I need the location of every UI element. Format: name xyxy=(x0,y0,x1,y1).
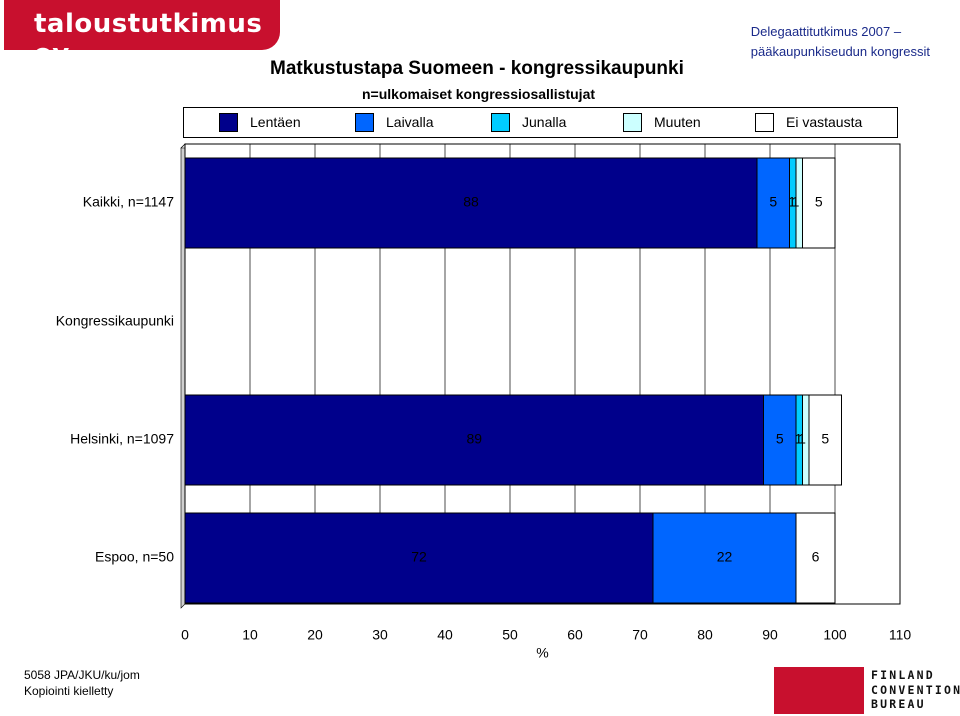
legend-swatch xyxy=(491,113,510,132)
chart-title: Matkustustapa Suomeen - kongressikaupunk… xyxy=(270,58,684,79)
study-info-line2: pääkaupunkiseudun kongressit xyxy=(750,44,930,59)
legend-swatch xyxy=(623,113,642,132)
data-label: 1 xyxy=(798,431,806,447)
x-tick-label: 20 xyxy=(307,627,323,643)
section-label: Kongressikaupunki xyxy=(56,313,174,329)
bar-segment xyxy=(652,512,797,604)
study-info-line1: Delegaattitutkimus 2007 – xyxy=(750,24,902,39)
data-label: 5 xyxy=(769,194,777,210)
fcb-line: FINLAND xyxy=(871,668,935,682)
x-tick-label: 10 xyxy=(242,627,258,643)
data-label: 6 xyxy=(812,549,820,565)
study-info: Delegaattitutkimus 2007 – pääkaupunkiseu… xyxy=(751,22,930,62)
data-label: 88 xyxy=(463,194,479,210)
data-label: 5 xyxy=(815,194,823,210)
legend-label: Junalla xyxy=(522,114,567,130)
x-tick-label: 110 xyxy=(889,627,912,643)
legend-swatch xyxy=(355,113,374,132)
data-label: 5 xyxy=(776,431,784,447)
data-label: 1 xyxy=(788,194,796,210)
report-code: 5058 JPA/JKU/ku/jom xyxy=(24,668,140,682)
x-tick-label: 40 xyxy=(437,627,453,643)
footer-info: 5058 JPA/JKU/ku/jom Kopiointi kielletty xyxy=(24,667,140,699)
x-tick-label: 60 xyxy=(567,627,583,643)
fcb-red-block xyxy=(774,667,864,714)
copyright-note: Kopiointi kielletty xyxy=(24,684,114,698)
fcb-text: FINLAND CONVENTION BUREAU xyxy=(871,668,960,712)
bar-segment xyxy=(802,157,836,249)
legend-swatch xyxy=(219,113,238,132)
bar-segment xyxy=(795,512,836,604)
data-label: 1 xyxy=(795,431,803,447)
chart-subtitle: n=ulkomaiset kongressiosallistujat xyxy=(362,86,596,102)
logo: taloustutkimus oy xyxy=(4,0,280,69)
bar-segment xyxy=(184,394,764,486)
x-tick-label: 100 xyxy=(823,627,847,643)
x-tick-label: 70 xyxy=(632,627,648,643)
data-label: 1 xyxy=(792,194,800,210)
data-label: 22 xyxy=(717,549,733,565)
legend-label: Laivalla xyxy=(386,114,434,130)
category-label: Espoo, n=50 xyxy=(95,549,174,565)
legend-swatch xyxy=(755,113,774,132)
legend-label: Lentäen xyxy=(250,114,301,130)
legend-label: Ei vastausta xyxy=(786,114,863,130)
x-tick-label: 90 xyxy=(762,627,778,643)
data-label: 72 xyxy=(411,549,427,565)
legend-label: Muuten xyxy=(654,114,701,130)
data-label: 89 xyxy=(466,431,482,447)
category-label: Helsinki, n=1097 xyxy=(70,431,174,447)
plot-side-wall xyxy=(180,143,186,609)
bar-segment xyxy=(184,157,758,249)
logo-text: taloustutkimus oy xyxy=(34,9,263,69)
bar-segment xyxy=(763,394,797,486)
fcb-line: CONVENTION xyxy=(871,682,960,697)
bar-segment xyxy=(808,394,842,486)
x-tick-label: 0 xyxy=(181,627,189,643)
finland-convention-bureau-logo: FINLAND CONVENTION BUREAU xyxy=(774,667,960,714)
fcb-line: BUREAU xyxy=(871,697,926,711)
bar-segment xyxy=(184,512,654,604)
x-tick-label: 30 xyxy=(372,627,388,643)
x-tick-label: 80 xyxy=(697,627,713,643)
legend: Lentäen Laivalla Junalla Muuten Ei vasta… xyxy=(183,107,898,138)
data-label: 5 xyxy=(821,431,829,447)
x-axis-title: % xyxy=(536,645,548,661)
category-label: Kaikki, n=1147 xyxy=(83,194,174,210)
x-tick-label: 50 xyxy=(502,627,518,643)
